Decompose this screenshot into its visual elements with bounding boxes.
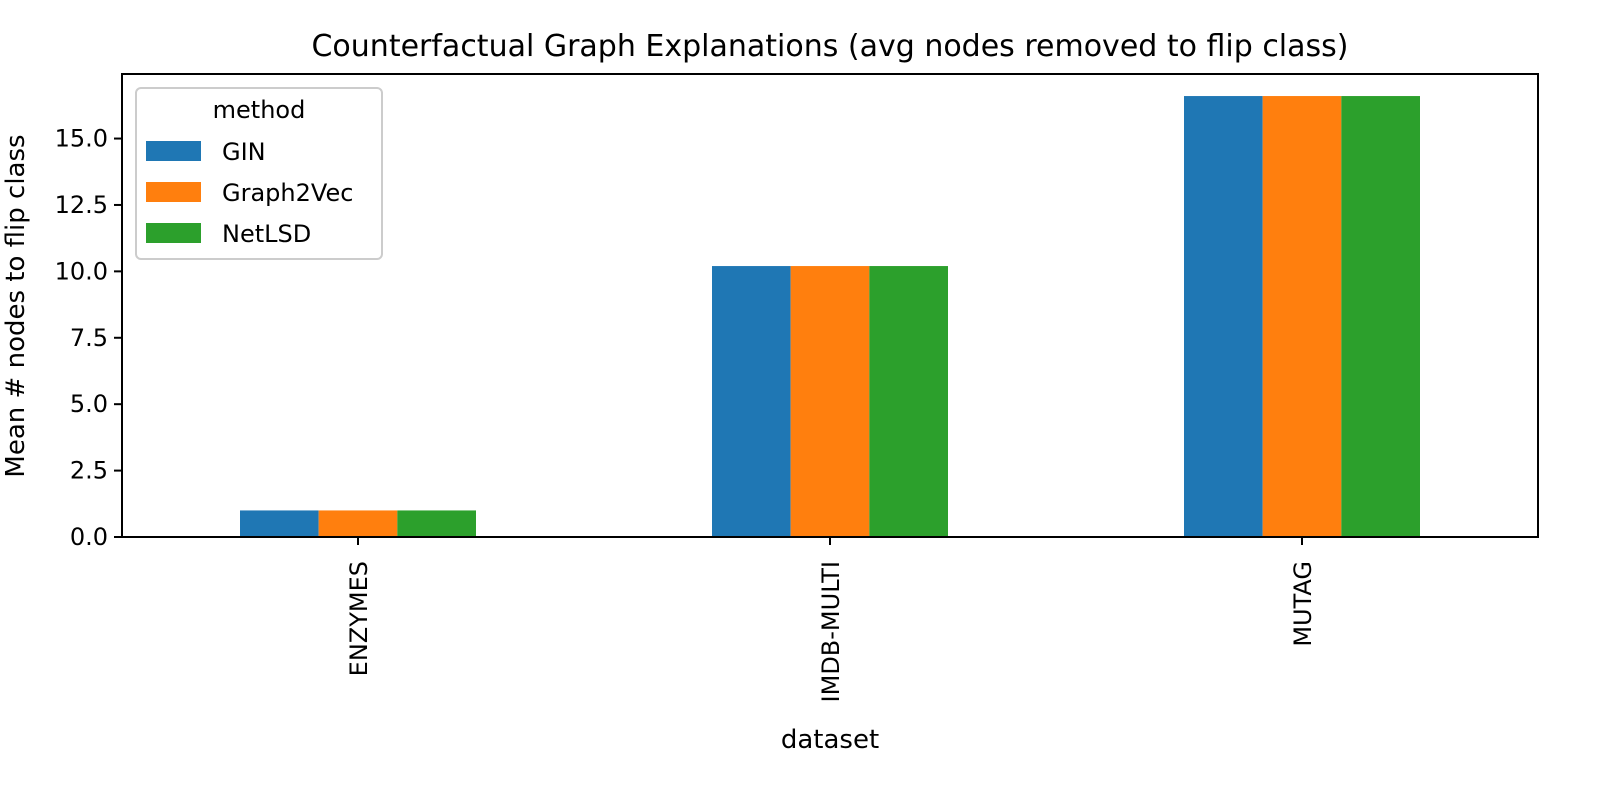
chart-title: Counterfactual Graph Explanations (avg n… bbox=[311, 29, 1348, 64]
bars-group bbox=[240, 96, 1420, 538]
bar-gin-enzymes bbox=[240, 510, 319, 537]
bar-netlsd-imdb-multi bbox=[869, 266, 948, 537]
legend-title: method bbox=[213, 96, 306, 124]
y-axis: 0.0 2.5 5.0 7.5 10.0 12.5 15.0 bbox=[55, 125, 122, 551]
x-axis: ENZYMES IMDB-MULTI MUTAG bbox=[345, 537, 1317, 702]
y-tick-label: 10.0 bbox=[55, 257, 108, 285]
legend-box bbox=[135, 87, 383, 260]
legend-label-netlsd: NetLSD bbox=[222, 220, 311, 248]
y-tick-label: 7.5 bbox=[70, 324, 108, 352]
y-tick-label: 5.0 bbox=[70, 390, 108, 418]
y-tick-label: 2.5 bbox=[70, 457, 108, 485]
legend: method GIN Graph2Vec NetLSD bbox=[135, 87, 383, 260]
legend-label-graph2vec: Graph2Vec bbox=[222, 179, 353, 207]
bar-netlsd-mutag bbox=[1341, 96, 1420, 538]
x-tick-label: ENZYMES bbox=[345, 561, 373, 676]
y-tick-label: 12.5 bbox=[55, 191, 108, 219]
x-tick-label: IMDB-MULTI bbox=[817, 561, 845, 702]
legend-swatch-netlsd bbox=[146, 223, 201, 243]
legend-swatch-gin bbox=[146, 141, 201, 161]
legend-label-gin: GIN bbox=[222, 138, 266, 166]
bar-graph2vec-imdb-multi bbox=[790, 266, 870, 537]
bar-graph2vec-enzymes bbox=[318, 510, 398, 537]
y-axis-label: Mean # nodes to flip class bbox=[1, 134, 31, 477]
legend-swatch-graph2vec bbox=[146, 182, 201, 202]
y-tick-label: 15.0 bbox=[55, 125, 108, 153]
x-axis-label: dataset bbox=[781, 725, 879, 755]
bar-netlsd-enzymes bbox=[397, 510, 476, 537]
bar-gin-mutag bbox=[1184, 96, 1263, 538]
bar-graph2vec-mutag bbox=[1262, 96, 1342, 538]
x-tick-label: MUTAG bbox=[1289, 561, 1317, 647]
y-tick-label: 0.0 bbox=[70, 523, 108, 551]
bar-gin-imdb-multi bbox=[712, 266, 791, 537]
